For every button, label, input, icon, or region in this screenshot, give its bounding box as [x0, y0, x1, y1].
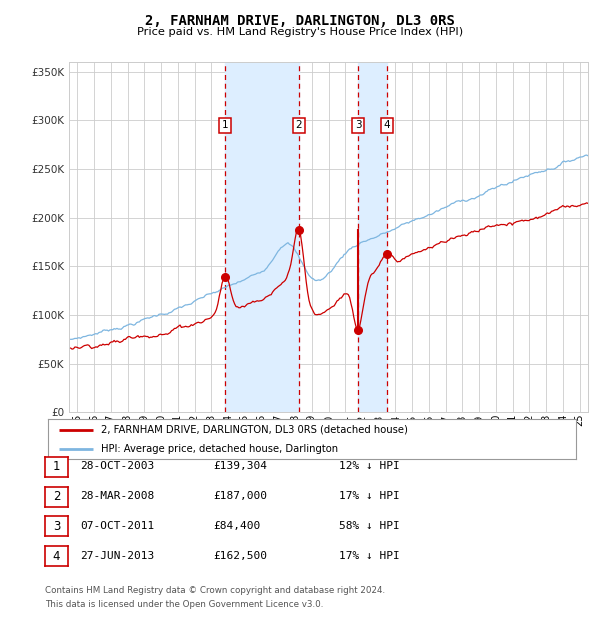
- Text: 07-OCT-2011: 07-OCT-2011: [80, 521, 154, 531]
- Text: £187,000: £187,000: [213, 491, 267, 501]
- Text: 2, FARNHAM DRIVE, DARLINGTON, DL3 0RS (detached house): 2, FARNHAM DRIVE, DARLINGTON, DL3 0RS (d…: [101, 425, 407, 435]
- Text: 2, FARNHAM DRIVE, DARLINGTON, DL3 0RS: 2, FARNHAM DRIVE, DARLINGTON, DL3 0RS: [145, 14, 455, 28]
- Text: 2: 2: [53, 490, 60, 503]
- Text: 28-OCT-2003: 28-OCT-2003: [80, 461, 154, 471]
- Text: Contains HM Land Registry data © Crown copyright and database right 2024.: Contains HM Land Registry data © Crown c…: [45, 586, 385, 595]
- Text: 27-JUN-2013: 27-JUN-2013: [80, 551, 154, 560]
- Text: 17% ↓ HPI: 17% ↓ HPI: [339, 491, 400, 501]
- Text: 12% ↓ HPI: 12% ↓ HPI: [339, 461, 400, 471]
- Text: 1: 1: [222, 120, 229, 130]
- Text: 1: 1: [53, 460, 60, 473]
- Bar: [225, 62, 299, 412]
- Text: Price paid vs. HM Land Registry's House Price Index (HPI): Price paid vs. HM Land Registry's House …: [137, 27, 463, 37]
- Text: This data is licensed under the Open Government Licence v3.0.: This data is licensed under the Open Gov…: [45, 600, 323, 609]
- Text: 4: 4: [383, 120, 390, 130]
- Text: 2: 2: [296, 120, 302, 130]
- Text: 17% ↓ HPI: 17% ↓ HPI: [339, 551, 400, 560]
- Text: 28-MAR-2008: 28-MAR-2008: [80, 491, 154, 501]
- Text: 58% ↓ HPI: 58% ↓ HPI: [339, 521, 400, 531]
- Text: 3: 3: [355, 120, 361, 130]
- Text: £139,304: £139,304: [213, 461, 267, 471]
- Text: £162,500: £162,500: [213, 551, 267, 560]
- Text: £84,400: £84,400: [213, 521, 260, 531]
- Bar: [358, 62, 387, 412]
- Text: 4: 4: [53, 549, 60, 562]
- Text: 3: 3: [53, 520, 60, 533]
- Text: HPI: Average price, detached house, Darlington: HPI: Average price, detached house, Darl…: [101, 444, 338, 454]
